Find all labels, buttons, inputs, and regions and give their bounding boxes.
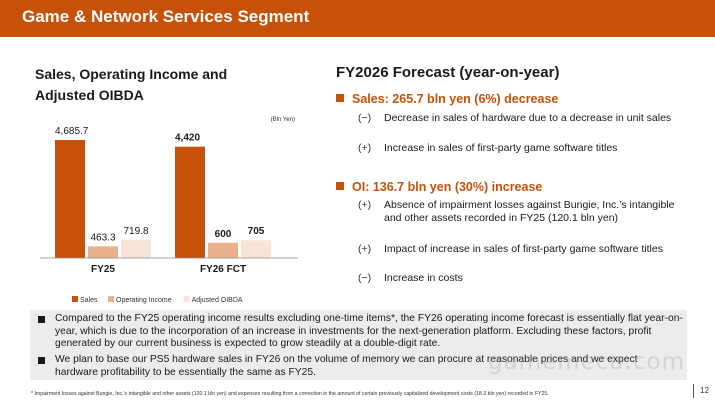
note-text: Compared to the FY25 operating income re… xyxy=(55,313,683,349)
bar-operating-income xyxy=(88,246,118,258)
footnote: * Impairment losses against Bungie, Inc.… xyxy=(31,391,549,397)
legend-swatch xyxy=(183,296,190,302)
forecast-title: FY2026 Forecast (year-on-year) xyxy=(336,64,560,81)
legend-label: Operating Income xyxy=(116,297,172,304)
data-label: 600 xyxy=(215,229,232,240)
chart-unit-label: (Bln Yen) xyxy=(271,117,295,123)
sales-item: (+) Increase in sales of first-party gam… xyxy=(358,142,678,155)
item-sign: (+) xyxy=(358,199,372,211)
note-item: Compared to the FY25 operating income re… xyxy=(38,313,683,351)
sales-forecast-heading-text: Sales: 265.7 bln yen (6%) decrease xyxy=(352,92,559,106)
x-tick-label: FY25 xyxy=(91,264,115,275)
item-sign: (+) xyxy=(358,243,372,255)
item-text: Decrease in sales of hardware due to a d… xyxy=(384,112,672,124)
data-label: 4,685.7 xyxy=(55,126,89,137)
bullet-square-icon xyxy=(38,316,45,323)
bar-chart: (Bln Yen) 4,685.7 463.3 719.8 FY25 4,420 600 70… xyxy=(40,117,298,304)
sales-forecast-heading: Sales: 265.7 bln yen (6%) decrease xyxy=(336,92,558,106)
oi-forecast-heading-text: OI: 136.7 bln yen (30%) increase xyxy=(352,180,543,194)
bar-adjusted-oibda xyxy=(121,239,151,258)
item-text: Impact of increase in sales of first-par… xyxy=(384,243,663,255)
note-text: We plan to base our PS5 hardware sales i… xyxy=(55,354,638,378)
bar-sales xyxy=(55,140,85,258)
legend-swatch xyxy=(72,296,78,302)
item-text: Increase in sales of first-party game so… xyxy=(384,142,618,154)
bar-sales xyxy=(175,146,205,258)
data-label: 719.8 xyxy=(123,226,148,237)
item-sign: (−) xyxy=(358,272,372,284)
legend-label: Sales xyxy=(80,297,98,304)
note-item: We plan to base our PS5 hardware sales i… xyxy=(38,354,683,379)
oi-forecast-heading: OI: 136.7 bln yen (30%) increase xyxy=(336,180,542,194)
item-text: Increase in costs xyxy=(384,272,463,284)
page-title: Game & Network Services Segment xyxy=(22,7,310,26)
item-text: Absence of impairment losses against Bun… xyxy=(384,199,675,224)
item-sign: (−) xyxy=(358,112,372,124)
bar-operating-income xyxy=(208,242,238,258)
divider xyxy=(693,384,694,398)
x-tick-label: FY26 FCT xyxy=(200,264,246,275)
sales-item: (−) Decrease in sales of hardware due to… xyxy=(358,112,678,125)
legend-swatch xyxy=(108,296,114,302)
notes-box xyxy=(30,310,687,380)
legend-label: Adjusted OIBDA xyxy=(192,297,243,304)
data-label: 463.3 xyxy=(90,232,115,243)
bullet-square-icon xyxy=(336,182,344,190)
bullet-square-icon xyxy=(38,357,45,364)
header-bar: Game & Network Services Segment xyxy=(0,0,715,37)
oi-item: (−) Increase in costs xyxy=(358,272,678,285)
data-label: 705 xyxy=(248,226,265,237)
oi-item: (+) Absence of impairment losses against… xyxy=(358,199,678,225)
item-sign: (+) xyxy=(358,142,372,154)
chart-title: Sales, Operating Income and Adjusted OIB… xyxy=(35,66,228,103)
oi-item: (+) Impact of increase in sales of first… xyxy=(358,243,678,256)
bullet-square-icon xyxy=(336,94,344,102)
watermark: gamemeca.com xyxy=(488,349,685,375)
bar-adjusted-oibda xyxy=(241,240,271,258)
page-number: 12 xyxy=(700,386,709,395)
data-label: 4,420 xyxy=(175,133,200,144)
